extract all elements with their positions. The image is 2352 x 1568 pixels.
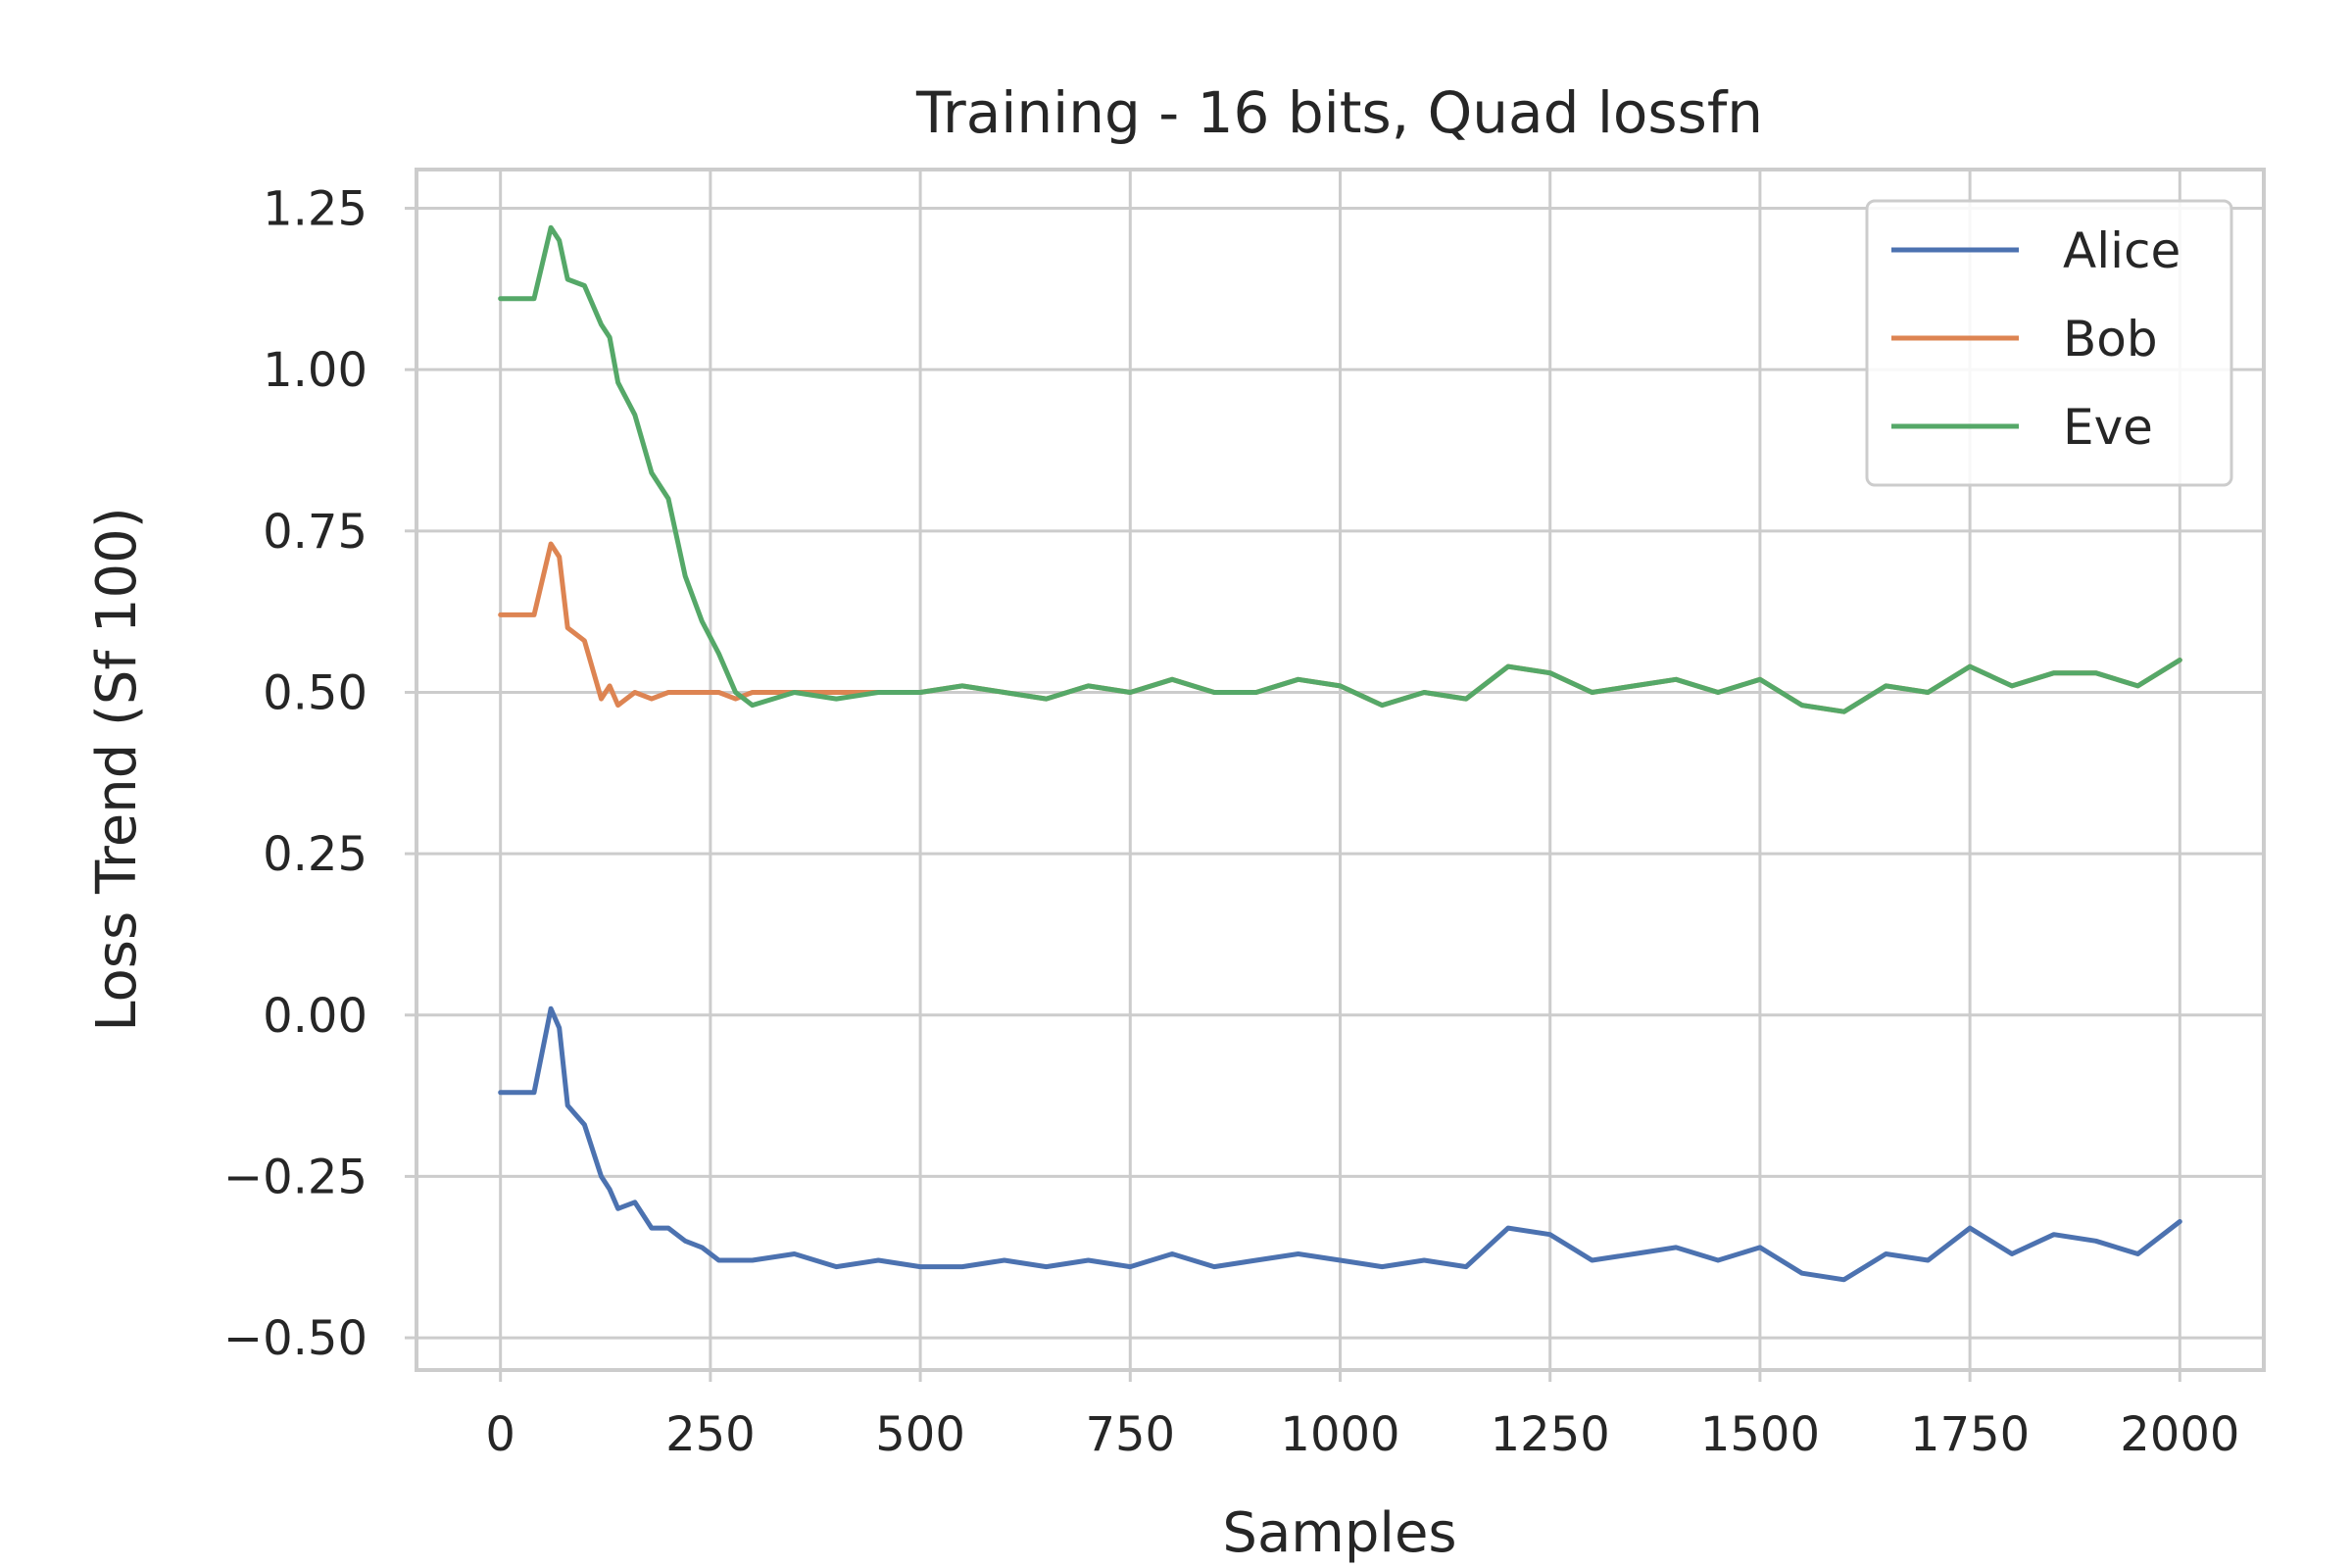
grid-layer <box>416 170 2264 1370</box>
legend-label-alice: Alice <box>2063 222 2180 279</box>
legend-label-bob: Bob <box>2063 311 2158 368</box>
x-tick-label: 1000 <box>1280 1407 1399 1462</box>
y-tick-label: 1.00 <box>263 343 368 398</box>
y-tick-label: 0.25 <box>263 827 368 882</box>
x-tick-label: 2000 <box>2120 1407 2239 1462</box>
x-tick-label: 0 <box>485 1407 515 1462</box>
y-tick-labels: 1.25 1.00 0.75 0.50 0.25 0.00 −0.25 −0.50 <box>223 182 416 1366</box>
series-line-alice <box>498 1005 2182 1283</box>
x-tick-label: 750 <box>1085 1407 1175 1462</box>
x-tick-label: 1500 <box>1700 1407 1820 1462</box>
y-tick-label: −0.25 <box>223 1150 368 1204</box>
legend-box <box>1865 199 2233 487</box>
series-layer <box>498 224 2182 1283</box>
x-tick-labels: 0 250 500 750 1000 1250 1500 1750 2000 <box>485 1370 2239 1462</box>
legend: Alice Bob Eve <box>1865 199 2233 487</box>
x-tick-label: 1750 <box>1910 1407 2030 1462</box>
y-tick-label: 0.00 <box>263 989 368 1044</box>
y-tick-label: 0.50 <box>263 665 368 720</box>
series-line-eve <box>498 224 2182 714</box>
y-tick-label: −0.50 <box>223 1311 368 1366</box>
legend-label-eve: Eve <box>2063 399 2153 456</box>
chart-title: Training - 16 bits, Quad lossfn <box>915 79 1763 146</box>
x-tick-label: 1250 <box>1491 1407 1610 1462</box>
y-tick-label: 0.75 <box>263 505 368 560</box>
x-tick-label: 500 <box>875 1407 965 1462</box>
y-tick-label: 1.25 <box>263 182 368 237</box>
y-axis-label: Loss Trend (Sf 100) <box>85 507 149 1031</box>
x-axis-label: Samples <box>1222 1501 1456 1565</box>
x-tick-label: 250 <box>665 1407 756 1462</box>
